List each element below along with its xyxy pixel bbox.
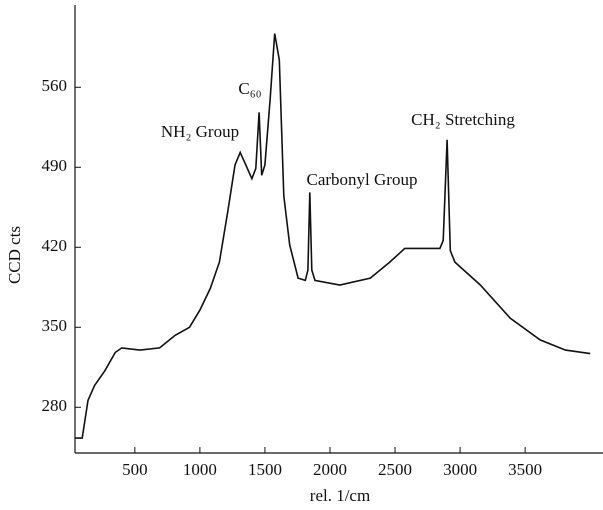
annotation: Carbonyl Group [307, 170, 418, 189]
x-tick-label: 500 [122, 460, 148, 479]
y-tick-label: 490 [42, 156, 68, 175]
x-tick-label: 3000 [443, 460, 477, 479]
y-tick-label: 560 [42, 76, 68, 95]
x-tick-label: 2000 [313, 460, 347, 479]
annotation: NH₂ Group [161, 122, 239, 141]
x-tick-label: 3500 [508, 460, 542, 479]
annotation: CH₂ Stretching [411, 110, 515, 129]
x-tick-label: 1000 [183, 460, 217, 479]
x-axis-label: rel. 1/cm [310, 486, 370, 505]
spectrum-line [75, 33, 591, 439]
annotation: C₆₀ [238, 79, 261, 98]
x-tick-label: 2500 [378, 460, 412, 479]
y-tick-label: 280 [42, 396, 68, 415]
x-tick-label: 1500 [248, 460, 282, 479]
y-axis-label: CCD cts [5, 226, 24, 284]
y-tick-label: 420 [42, 236, 68, 255]
y-tick-label: 350 [42, 316, 68, 335]
